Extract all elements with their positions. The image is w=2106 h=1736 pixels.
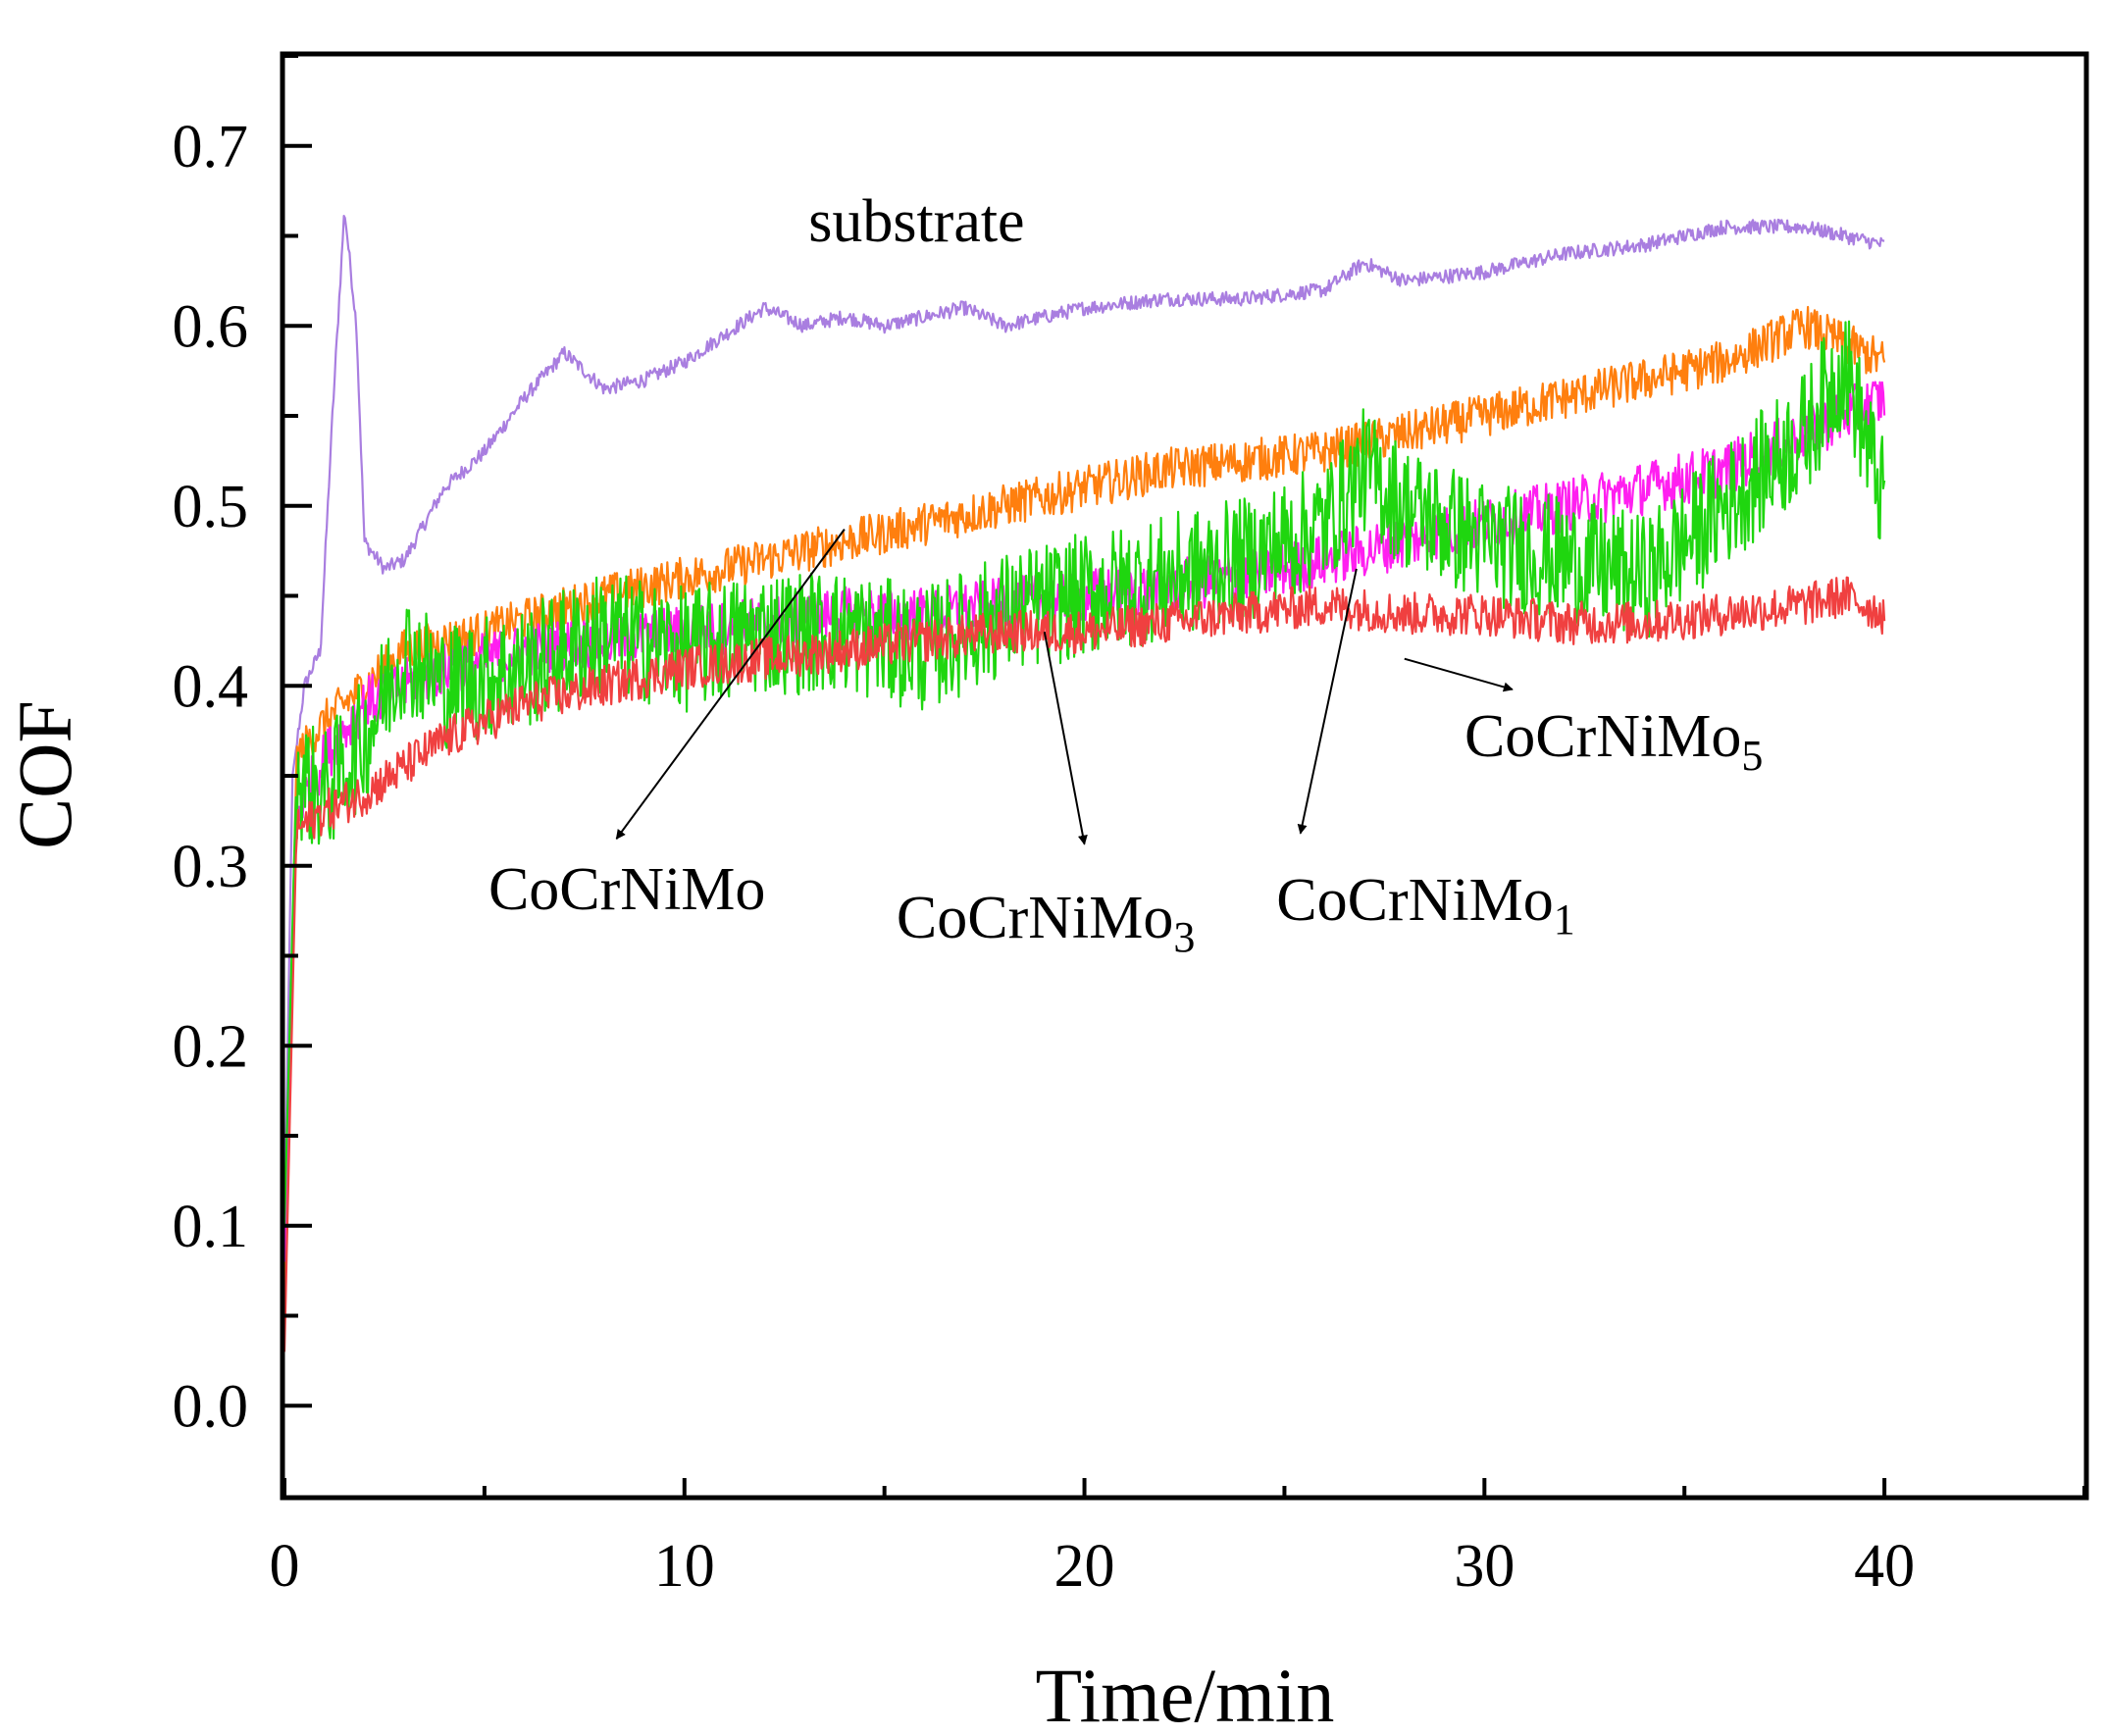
series-line-cocrnimo3 <box>284 320 1886 1226</box>
y-tick-label: 0.0 <box>173 1373 249 1440</box>
annotation-label-cocrnimo1: CoCrNiMo1 <box>1276 867 1574 944</box>
x-tick-label: 20 <box>1054 1533 1115 1600</box>
y-tick-label: 0.2 <box>173 1013 249 1080</box>
x-tick-label: 10 <box>654 1533 715 1600</box>
annotation-layer: substrate CoCrNiMo CoCrNiMo3 CoCrNiMo1 CoCrN… <box>488 188 1763 961</box>
annotation-arrow-cocrnimo1 <box>1297 568 1358 835</box>
x-tick-label: 30 <box>1454 1533 1515 1600</box>
annotation-label-cocrnimo: CoCrNiMo <box>488 856 765 923</box>
x-axis-title: Time/min <box>1036 1653 1335 1736</box>
annotation-arrow-cocrnimo <box>615 529 846 841</box>
y-tick-label: 0.4 <box>173 653 249 720</box>
series-line-cocrnimo5 <box>284 576 1886 1353</box>
annotation-arrow-cocrnimo3 <box>1043 632 1088 845</box>
y-tick-label: 0.1 <box>173 1194 249 1260</box>
y-tick-label: 0.5 <box>173 474 249 540</box>
x-tick-label: 40 <box>1854 1533 1915 1600</box>
y-tick-label: 0.3 <box>173 834 249 900</box>
annotation-label-cocrnimo5: CoCrNiMo5 <box>1464 703 1763 780</box>
plot-frame <box>280 51 2089 1501</box>
annotation-label-substrate: substrate <box>808 188 1024 255</box>
y-tick-label: 0.7 <box>173 114 249 180</box>
annotation-arrow-cocrnimo5 <box>1404 657 1514 692</box>
y-tick-label: 0.6 <box>173 293 249 360</box>
series-line-substrate <box>284 215 1885 1226</box>
y-axis-ticks: 0.0 0.1 0.2 0.3 0.4 0.5 0.6 0.7 <box>173 54 312 1440</box>
series-layer <box>284 215 1886 1353</box>
x-tick-label: 0 <box>270 1533 300 1600</box>
y-axis-title: COF <box>2 700 87 849</box>
annotation-label-cocrnimo3: CoCrNiMo3 <box>897 885 1195 961</box>
series-line-cocrnimo <box>284 305 1886 1316</box>
x-axis-ticks: 0 10 20 30 40 <box>270 1478 2086 1600</box>
